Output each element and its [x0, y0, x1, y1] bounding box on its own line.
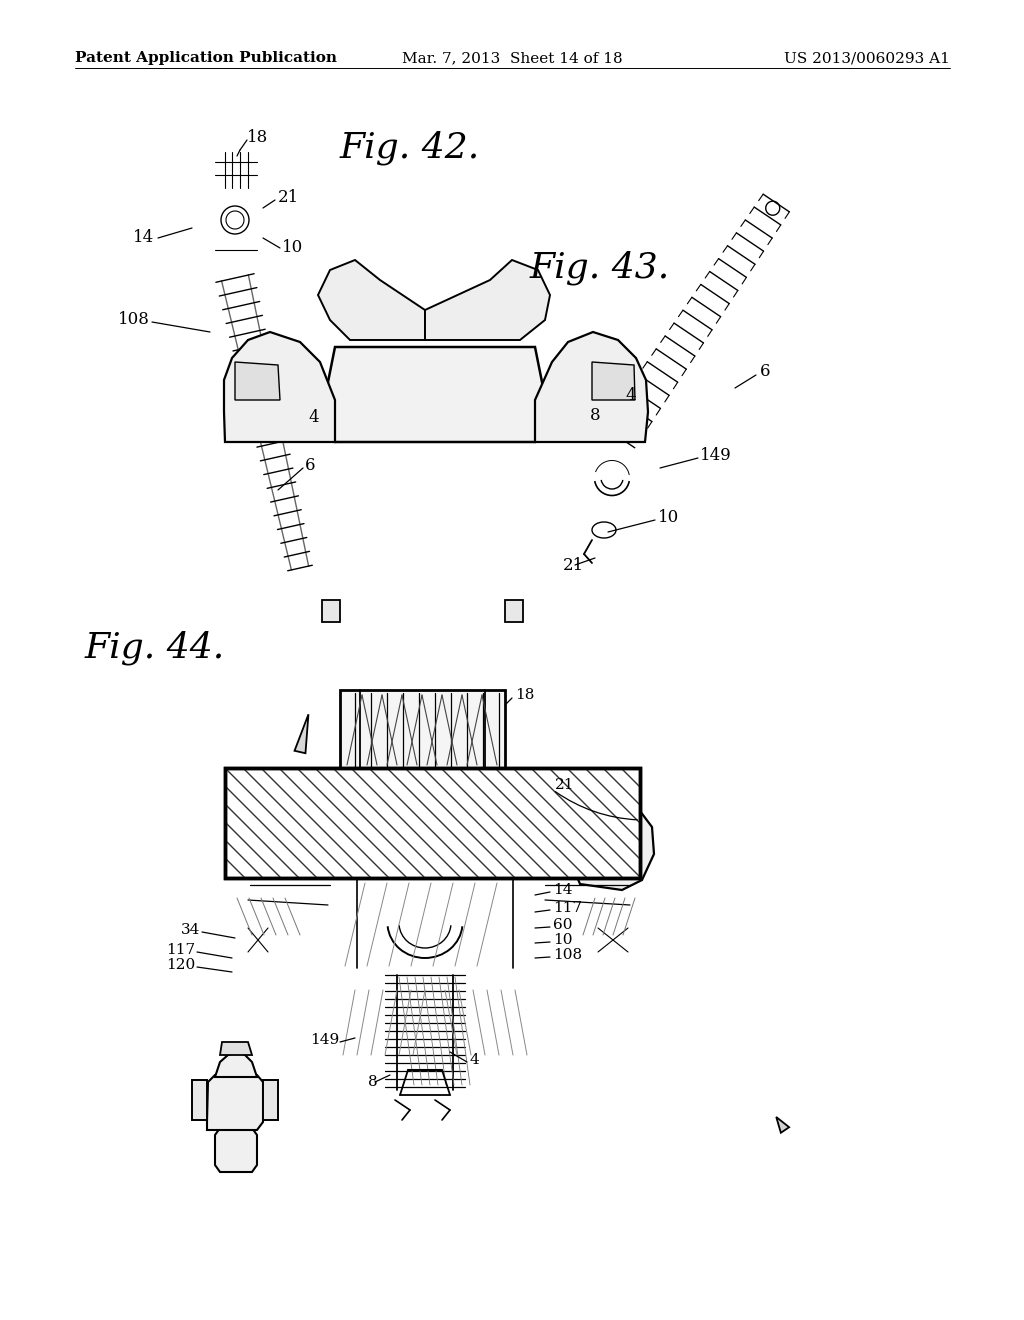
Polygon shape [207, 1074, 263, 1130]
Text: Patent Application Publication: Patent Application Publication [75, 51, 337, 65]
Text: 10: 10 [658, 510, 679, 527]
Bar [225, 768, 640, 878]
Text: 149: 149 [310, 1034, 339, 1047]
Polygon shape [505, 601, 523, 622]
Text: Fig. 42.: Fig. 42. [340, 131, 480, 165]
Text: 18: 18 [515, 688, 535, 702]
Text: 60: 60 [553, 917, 572, 932]
Polygon shape [234, 362, 280, 400]
Text: 108: 108 [118, 312, 150, 329]
Text: 14: 14 [133, 228, 155, 246]
Polygon shape [776, 1117, 790, 1133]
Text: Mar. 7, 2013  Sheet 14 of 18: Mar. 7, 2013 Sheet 14 of 18 [401, 51, 623, 65]
Polygon shape [318, 260, 425, 341]
Polygon shape [567, 797, 654, 890]
Text: 21: 21 [555, 777, 574, 792]
Polygon shape [535, 333, 648, 442]
Polygon shape [592, 362, 635, 400]
Text: 34: 34 [180, 923, 200, 937]
Polygon shape [322, 601, 340, 622]
Polygon shape [590, 780, 620, 800]
Text: 8: 8 [590, 407, 601, 424]
Text: 21: 21 [563, 557, 585, 573]
Polygon shape [295, 714, 308, 754]
Text: 10: 10 [553, 933, 572, 946]
Text: 6: 6 [760, 363, 770, 380]
Text: Fig. 44.: Fig. 44. [85, 631, 225, 665]
Polygon shape [323, 347, 547, 442]
Text: 8: 8 [368, 1074, 378, 1089]
Polygon shape [263, 1080, 278, 1119]
Polygon shape [215, 1052, 257, 1077]
Text: 18: 18 [247, 128, 268, 145]
Text: Fig. 43.: Fig. 43. [530, 251, 671, 285]
Text: 4: 4 [470, 1053, 480, 1067]
Polygon shape [193, 1080, 207, 1119]
Text: 21: 21 [278, 190, 299, 206]
Text: 4: 4 [308, 409, 318, 426]
Bar [340, 690, 505, 770]
Polygon shape [425, 260, 550, 341]
Text: 108: 108 [553, 948, 582, 962]
Text: 117: 117 [166, 942, 195, 957]
Text: 6: 6 [305, 457, 315, 474]
Polygon shape [556, 822, 567, 840]
Text: 149: 149 [700, 446, 732, 463]
Text: 14: 14 [553, 883, 572, 898]
Text: US 2013/0060293 A1: US 2013/0060293 A1 [784, 51, 950, 65]
Text: 4: 4 [625, 387, 636, 404]
Text: 117: 117 [553, 902, 582, 915]
Bar [225, 768, 640, 878]
Polygon shape [220, 1041, 252, 1055]
Polygon shape [215, 1129, 257, 1172]
Text: 10: 10 [282, 239, 303, 256]
Text: 120: 120 [166, 958, 195, 972]
Polygon shape [224, 333, 335, 442]
